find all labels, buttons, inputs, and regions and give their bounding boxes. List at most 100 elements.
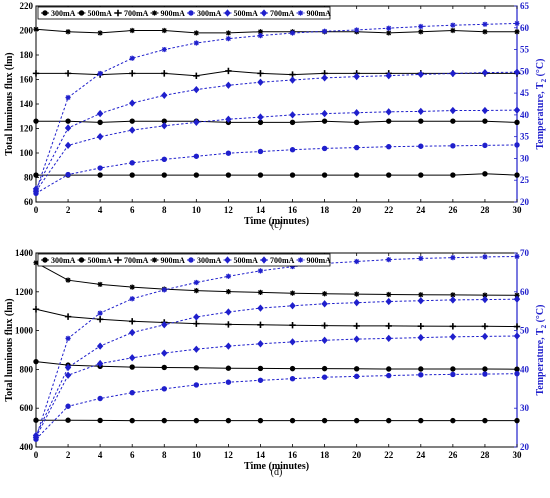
series-marker bbox=[97, 343, 103, 349]
x-tick-label: 14 bbox=[256, 205, 266, 215]
series-marker bbox=[290, 147, 295, 152]
series-marker bbox=[354, 418, 359, 423]
x-tick-label: 2 bbox=[66, 205, 71, 215]
series-marker bbox=[226, 274, 231, 279]
series-marker bbox=[98, 311, 103, 316]
series-marker bbox=[386, 109, 392, 115]
series-marker bbox=[450, 107, 456, 113]
series-marker bbox=[226, 309, 232, 315]
series-marker bbox=[130, 119, 135, 124]
y2-axis-title: Temperature, T2 (°C) bbox=[535, 305, 548, 396]
series-marker bbox=[34, 119, 39, 124]
series-marker bbox=[354, 27, 359, 32]
series-marker bbox=[514, 254, 519, 259]
legend-label: 500mA bbox=[88, 9, 113, 18]
series-marker bbox=[482, 333, 488, 339]
series-marker bbox=[129, 355, 135, 361]
legend-label: 500mA bbox=[88, 256, 113, 265]
series-marker bbox=[322, 291, 327, 296]
x-tick-label: 4 bbox=[98, 450, 103, 460]
y-tick-label: 600 bbox=[20, 403, 34, 413]
series-marker bbox=[354, 299, 360, 305]
legend-label: 300mA bbox=[197, 256, 222, 265]
series-marker bbox=[418, 367, 423, 372]
series-marker bbox=[354, 374, 359, 379]
series-marker bbox=[97, 133, 103, 139]
series-line bbox=[36, 174, 517, 175]
series-marker bbox=[450, 70, 456, 76]
series-marker bbox=[450, 173, 455, 178]
series-marker bbox=[386, 26, 391, 31]
series-marker bbox=[193, 320, 199, 326]
y-tick-label: 1400 bbox=[15, 248, 34, 258]
series-line bbox=[36, 309, 517, 326]
series-marker bbox=[353, 323, 359, 329]
y2-tick-label: 70 bbox=[520, 248, 530, 258]
series-marker bbox=[225, 321, 231, 327]
series-marker bbox=[418, 119, 423, 124]
plot-area-frame bbox=[36, 6, 517, 202]
x-tick-label: 20 bbox=[352, 450, 362, 460]
x-tick-label: 12 bbox=[224, 450, 234, 460]
legend-swatch-marker bbox=[298, 10, 303, 15]
x-tick-label: 2 bbox=[66, 450, 71, 460]
series-marker bbox=[450, 323, 456, 329]
series-marker bbox=[386, 335, 392, 341]
series-marker bbox=[66, 404, 71, 409]
y-tick-label: 180 bbox=[20, 50, 34, 60]
series-line bbox=[36, 336, 517, 437]
series-marker bbox=[386, 119, 391, 124]
y2-tick-label: 40 bbox=[520, 110, 530, 120]
series-line bbox=[36, 263, 517, 296]
y2-tick-label: 20 bbox=[520, 197, 530, 207]
series-marker bbox=[226, 82, 232, 88]
legend-label: 900mA bbox=[307, 9, 332, 18]
series-marker bbox=[33, 189, 38, 194]
series-marker bbox=[65, 336, 70, 341]
series-line bbox=[36, 29, 517, 33]
series-marker bbox=[98, 30, 103, 35]
series-marker bbox=[65, 95, 70, 100]
series-marker bbox=[290, 418, 295, 423]
series-marker bbox=[65, 142, 71, 148]
series-marker bbox=[290, 339, 296, 345]
series-marker bbox=[226, 366, 231, 371]
series-marker bbox=[482, 29, 487, 34]
series-marker bbox=[97, 316, 103, 322]
series-marker bbox=[129, 318, 135, 324]
series-marker bbox=[258, 418, 263, 423]
series-marker bbox=[515, 418, 520, 423]
series-marker bbox=[290, 376, 295, 381]
legend-swatch-marker bbox=[43, 11, 48, 16]
series-marker bbox=[515, 143, 520, 148]
series-marker bbox=[418, 144, 423, 149]
y2-tick-label: 45 bbox=[520, 88, 530, 98]
x-tick-label: 24 bbox=[416, 450, 426, 460]
series-marker bbox=[194, 314, 200, 320]
series-marker bbox=[290, 30, 295, 35]
series-marker bbox=[483, 119, 488, 124]
figure-caption: (c) bbox=[271, 220, 282, 231]
series-marker bbox=[418, 24, 423, 29]
series-marker bbox=[483, 372, 488, 377]
series-marker bbox=[162, 157, 167, 162]
series-marker bbox=[33, 70, 39, 76]
legend-label: 500mA bbox=[234, 256, 259, 265]
series-marker bbox=[450, 372, 455, 377]
series-marker bbox=[450, 418, 455, 423]
series-marker bbox=[482, 323, 488, 329]
series-marker bbox=[258, 378, 263, 383]
legend-label: 300mA bbox=[51, 256, 76, 265]
series-marker bbox=[98, 396, 103, 401]
x-tick-label: 12 bbox=[224, 205, 234, 215]
series-marker bbox=[194, 418, 199, 423]
series-marker bbox=[290, 366, 295, 371]
series-marker bbox=[418, 108, 424, 114]
series-marker bbox=[354, 292, 359, 297]
series-marker bbox=[482, 22, 487, 27]
